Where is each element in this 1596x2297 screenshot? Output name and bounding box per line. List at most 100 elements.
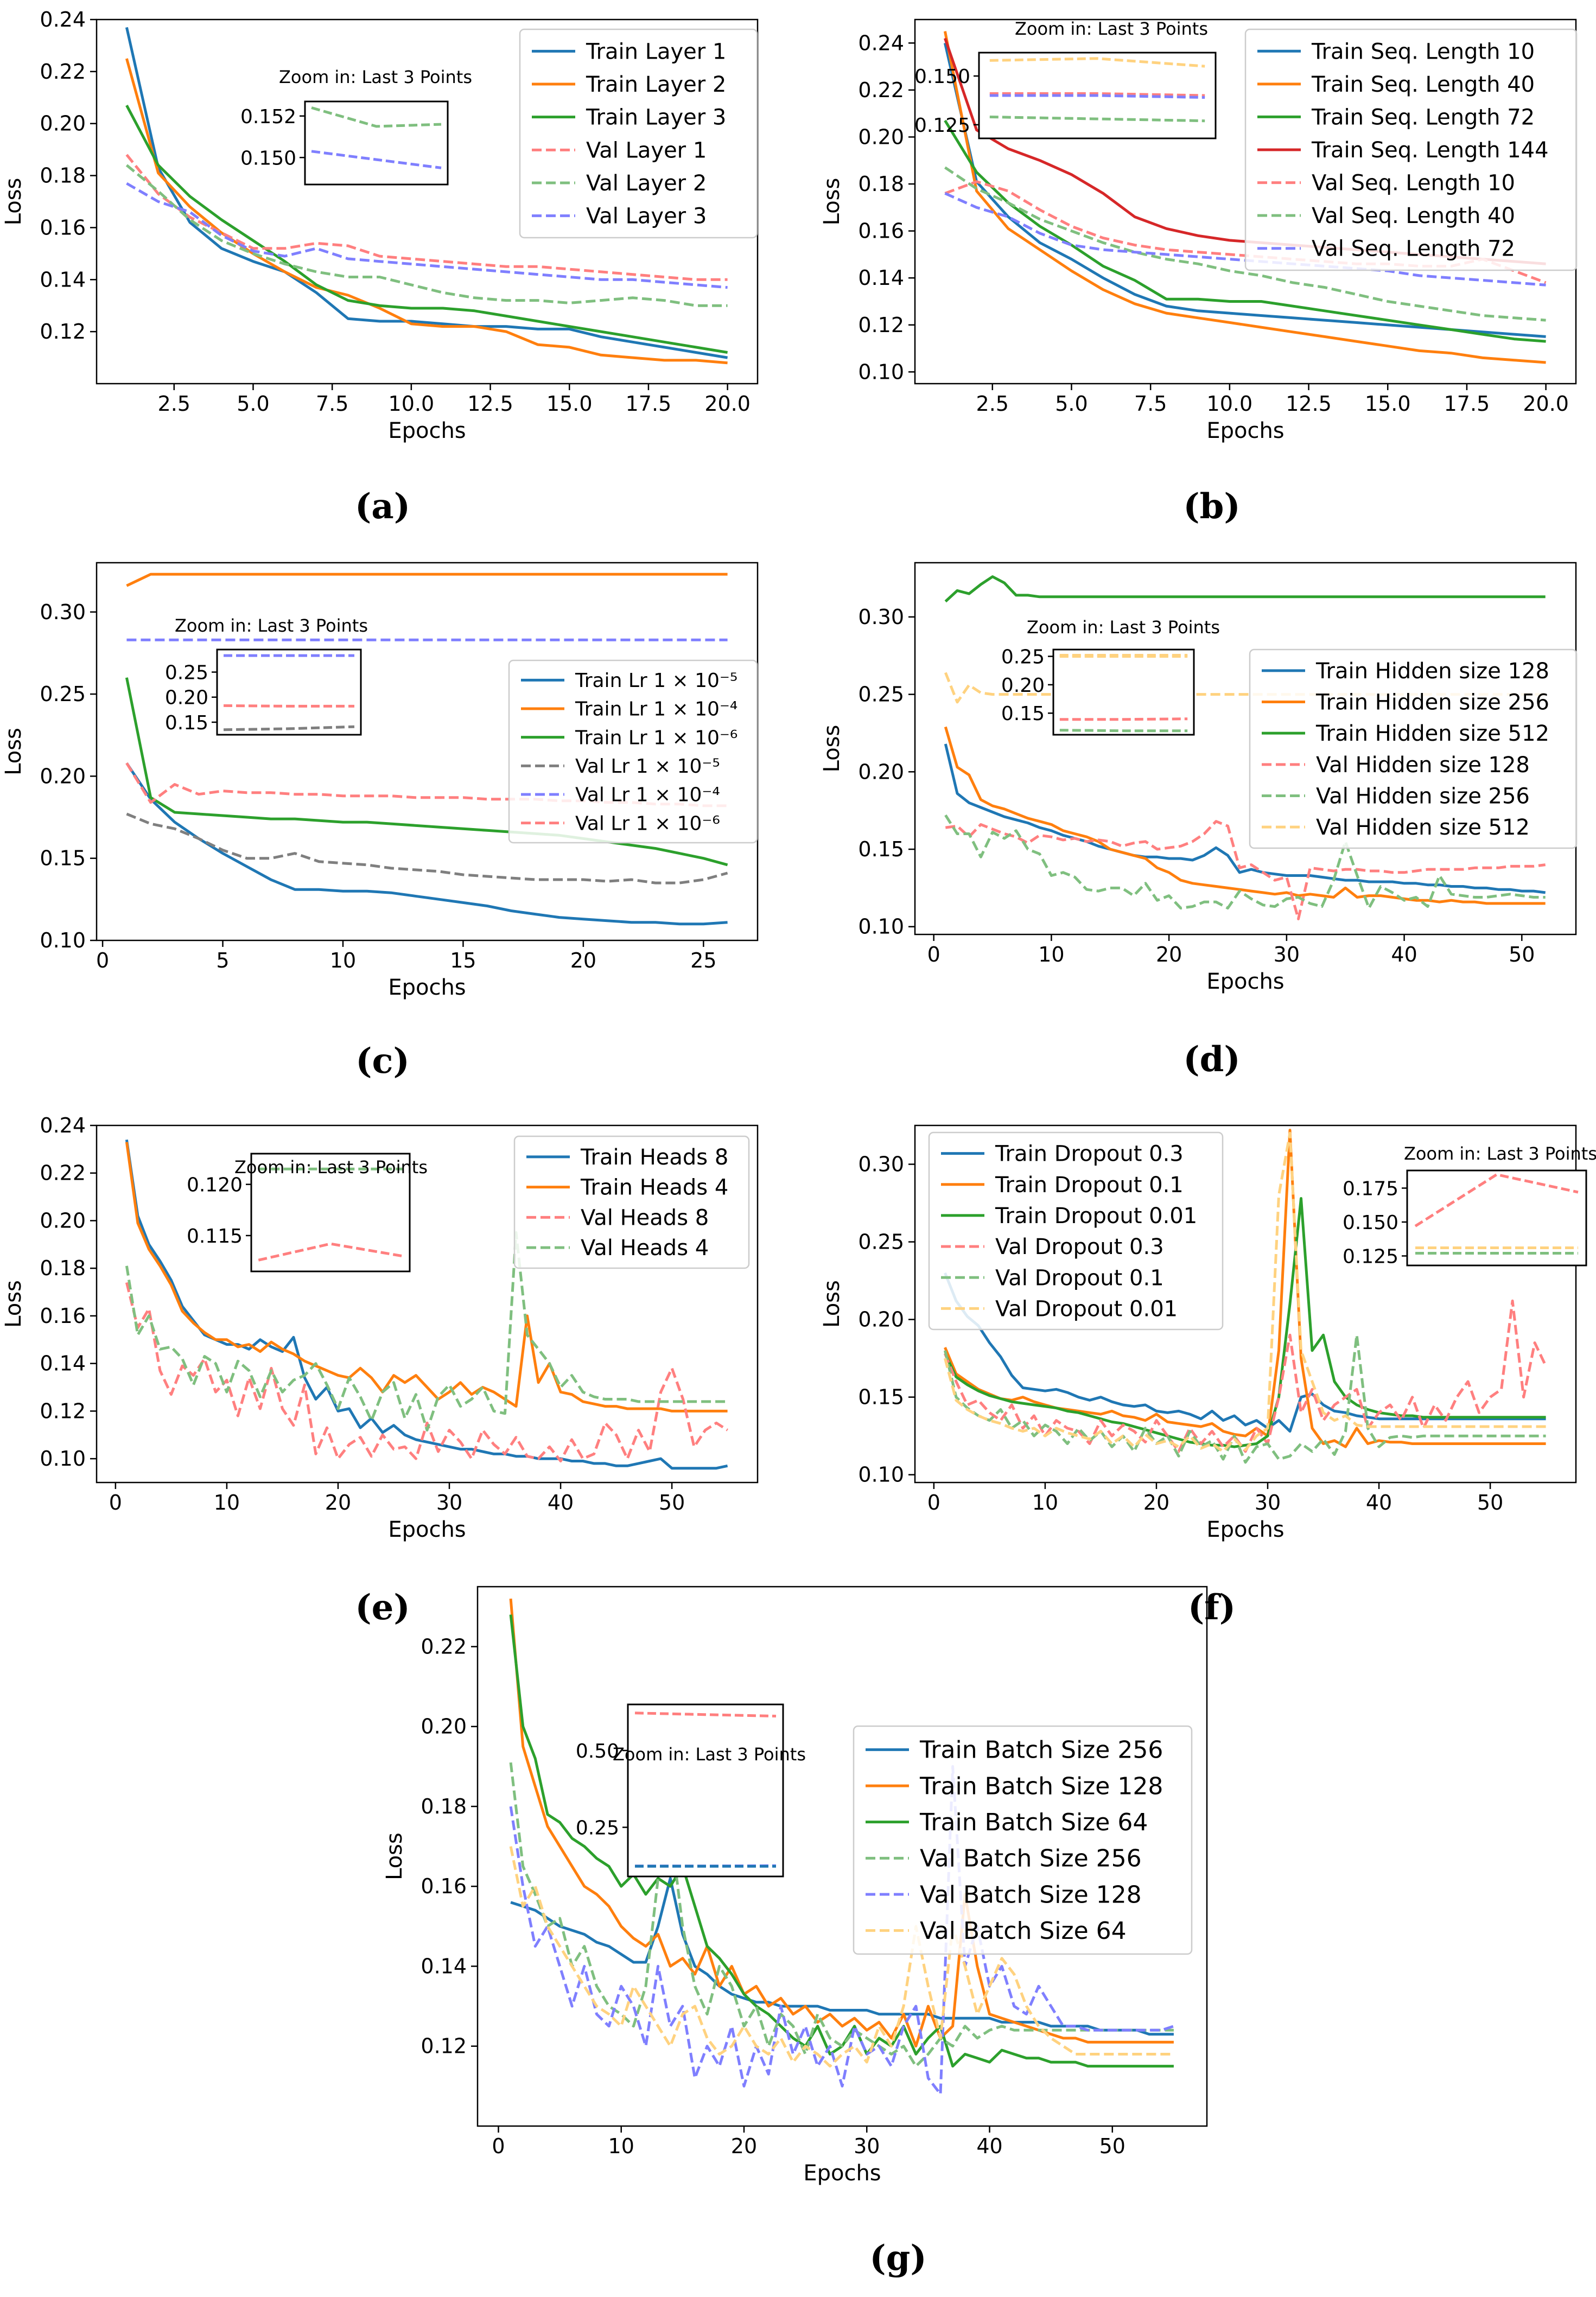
x-tick-label: 50: [1099, 2134, 1126, 2158]
y-tick-label: 0.25: [40, 682, 86, 706]
x-tick-label: 40: [548, 1491, 574, 1515]
inset-y-tick-label: 0.25: [576, 1817, 619, 1839]
inset-y-tick-label: 0.175: [1343, 1178, 1398, 1200]
series-line-3: [125, 105, 728, 354]
y-tick-label: 0.12: [421, 2034, 467, 2058]
inset-lines: [311, 106, 442, 169]
legend-label-2: Train Hidden size 256: [1315, 690, 1549, 715]
y-tick-label: 0.20: [40, 112, 86, 136]
legend-label-4: Val Heads 4: [581, 1236, 709, 1261]
inset-y-tick-label: 0.120: [187, 1174, 243, 1197]
x-tick-label: 40: [1391, 943, 1417, 966]
legend-label-4: Val Hidden size 128: [1316, 753, 1530, 778]
legend-label-5: Val Seq. Length 10: [1312, 171, 1515, 196]
y-tick-label: 0.25: [858, 1230, 904, 1254]
y-tick-label: 0.25: [858, 683, 904, 707]
legend-label-2: Train Heads 4: [580, 1175, 728, 1200]
inset-title: Zoom in: Last 3 Points: [279, 67, 472, 87]
series-line-3: [125, 677, 728, 867]
y-axis-label: Loss: [819, 725, 844, 773]
inset-y-tick-label: 0.15: [1001, 703, 1045, 725]
panel-a: 2.5 5.0 7.5 10.0 12.5 15.0 17.5 20.0 0.12 0.14 0.1…: [1, 8, 759, 527]
inset-y-tick-label: 0.15: [165, 712, 208, 734]
inset-line-4: [989, 116, 1205, 123]
y-axis-label: Loss: [1, 178, 26, 226]
y-tick-label: 0.12: [40, 1399, 86, 1423]
y-tick-label: 0.15: [858, 837, 904, 861]
panel-label: (b): [1183, 486, 1240, 527]
legend-label-6: Val Seq. Length 40: [1312, 203, 1515, 228]
inset-frame: [1406, 1169, 1587, 1267]
legend-label-3: Train Lr 1 × 10⁻⁶: [575, 727, 737, 749]
inset-y-tick-label: 0.20: [165, 687, 208, 709]
y-tick-label: 0.18: [421, 1795, 467, 1818]
series-line-2: [944, 1129, 1546, 1448]
y-tick-label: 0.10: [858, 1463, 904, 1487]
inset-lines: [223, 654, 355, 731]
y-tick-label: 0.30: [858, 605, 904, 629]
series-line-4: [126, 812, 728, 885]
axes-frame: [476, 1586, 1208, 2127]
x-axis-label: Epochs: [1206, 969, 1284, 994]
panel-label: (g): [869, 2238, 926, 2279]
x-tick-label: 30: [1255, 1491, 1281, 1515]
legend-label-7: Val Seq. Length 72: [1312, 237, 1515, 262]
inset-line-1: [311, 106, 442, 128]
series-line-4: [125, 154, 728, 281]
x-tick-label: 7.5: [1134, 392, 1167, 416]
legend-label-6: Val Lr 1 × 10⁻⁶: [575, 812, 720, 835]
y-tick-label: 0.20: [858, 125, 904, 149]
x-tick-label: 30: [436, 1491, 462, 1515]
x-tick-label: 25: [690, 949, 716, 972]
y-tick-label: 0.14: [40, 268, 86, 291]
inset-title: Zoom in: Last 3 Points: [613, 1744, 806, 1765]
legend-label-4: Train Seq. Length 144: [1311, 138, 1549, 163]
panel-d: 0 10 20 30 40 50 0.10 0.15 0.20 0.25 0.30 Epochs Los…: [819, 562, 1578, 1080]
legend-label-3: Train Batch Size 64: [919, 1809, 1148, 1836]
legend-label-6: Val Dropout 0.01: [995, 1296, 1178, 1321]
x-tick-label: 12.5: [467, 392, 513, 416]
inset-y-tick-label: 0.20: [1001, 675, 1045, 697]
y-tick-label: 0.24: [40, 8, 86, 31]
inset-frame: [250, 1153, 411, 1272]
legend-label-6: Val Hidden size 512: [1316, 815, 1530, 840]
inset-y-tick-label: 0.25: [1001, 646, 1045, 669]
legend-label-2: Train Seq. Length 40: [1311, 72, 1535, 97]
legend-label-5: Val Layer 2: [586, 171, 707, 196]
inset-lines: [258, 1167, 403, 1262]
x-tick-label: 10: [214, 1491, 240, 1515]
inset-line-3: [223, 725, 355, 731]
legend-box: [1249, 648, 1578, 849]
series-line-2: [125, 1142, 728, 1412]
legend-label-4: Val Lr 1 × 10⁻⁵: [575, 755, 720, 778]
x-tick-label: 20: [325, 1491, 351, 1515]
x-tick-label: 50: [1509, 943, 1535, 966]
inset-line-2: [311, 150, 442, 169]
x-tick-label: 0: [109, 1491, 122, 1515]
series-line-1: [510, 1877, 1174, 2036]
x-tick-label: 0: [96, 949, 109, 972]
y-tick-label: 0.16: [40, 215, 86, 239]
inset-title: Zoom in: Last 3 Points: [1027, 617, 1220, 638]
x-tick-label: 20.0: [704, 392, 751, 416]
y-tick-label: 0.12: [40, 320, 86, 343]
panel-label: (d): [1183, 1039, 1240, 1080]
series-line-3: [944, 575, 1546, 603]
series-line-1: [125, 1139, 728, 1470]
inset-line-3: [1059, 729, 1188, 733]
y-tick-label: 0.22: [40, 1161, 86, 1185]
series-line-6: [943, 1131, 1546, 1453]
x-tick-label: 50: [1477, 1491, 1503, 1515]
legend-label-5: Val Hidden size 256: [1316, 784, 1530, 809]
series-line-1: [944, 743, 1546, 894]
inset-y-tick-label: 0.125: [914, 114, 970, 137]
legend-label-1: Train Layer 1: [586, 39, 726, 64]
inset-line-3: [989, 94, 1205, 99]
y-tick-label: 0.22: [40, 60, 86, 84]
x-tick-label: 10.0: [389, 392, 435, 416]
x-tick-label: 20.0: [1523, 392, 1569, 416]
y-tick-label: 0.24: [40, 1113, 86, 1137]
x-tick-label: 10: [1032, 1491, 1058, 1515]
